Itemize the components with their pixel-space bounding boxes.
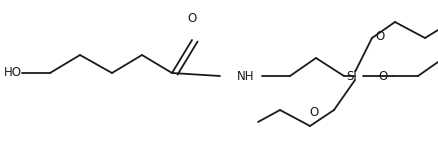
Text: Si: Si	[346, 69, 357, 82]
Text: O: O	[187, 12, 197, 25]
Text: NH: NH	[237, 69, 255, 82]
Text: O: O	[310, 106, 319, 119]
Text: O: O	[375, 29, 384, 42]
Text: HO: HO	[4, 66, 22, 80]
Text: O: O	[378, 69, 387, 82]
